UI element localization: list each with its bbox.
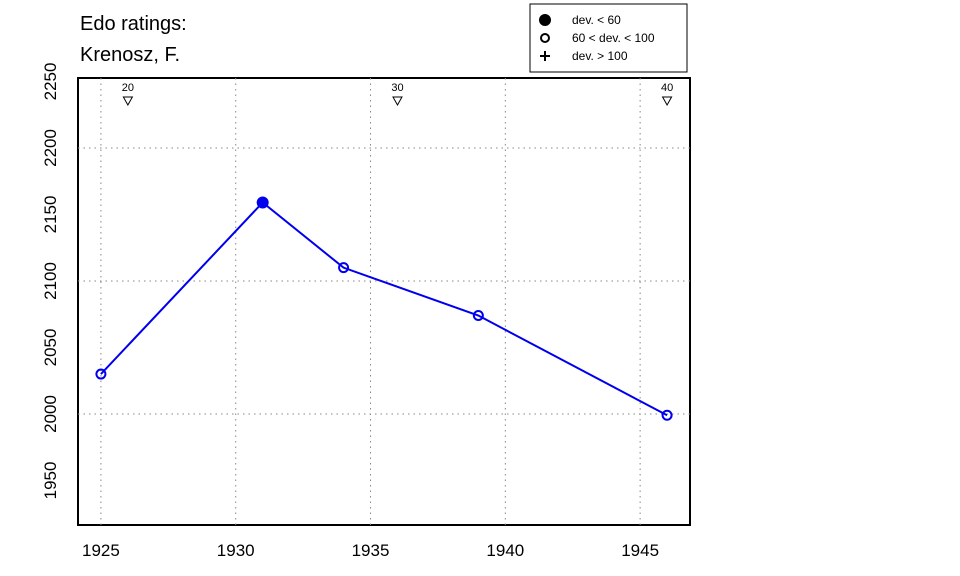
x-tick-label: 1940: [486, 541, 524, 560]
point: [338, 262, 350, 274]
annotation-marker: [122, 96, 134, 107]
point: [472, 310, 484, 322]
annotation-marker: [392, 96, 403, 107]
annotation-label: 20: [122, 82, 134, 94]
x-tick-label: 1925: [82, 541, 120, 560]
annotation-label: 40: [661, 82, 673, 94]
y-tick-label: 1950: [41, 462, 60, 500]
point: [256, 196, 269, 209]
y-tick-label: 2050: [41, 329, 60, 367]
y-tick-label: 2150: [41, 196, 60, 234]
plot-frame: [77, 77, 691, 526]
y-tick-label: 2000: [41, 395, 60, 433]
legend-marker: [540, 51, 550, 61]
annotation-marker: [661, 96, 673, 107]
y-tick-label: 2200: [41, 129, 60, 167]
legend-box: [529, 3, 688, 73]
x-tick-label: 1945: [621, 541, 659, 560]
point: [661, 409, 673, 421]
chart-subtitle: Krenosz, F.: [80, 44, 180, 66]
legend-label: dev. < 60: [572, 13, 621, 27]
y-tick-label: 2100: [41, 262, 60, 300]
legend-marker: [540, 33, 550, 43]
legend-label: dev. > 100: [572, 49, 628, 63]
legend-label: 60 < dev. < 100: [572, 31, 655, 45]
point: [95, 368, 107, 380]
line: [100, 201, 668, 417]
legend: dev. < 60 60 < dev. < 100 dev. > 100: [529, 3, 688, 73]
annotation-label: 30: [391, 82, 403, 94]
y-tick-label: 2250: [41, 63, 60, 101]
x-tick-label: 1935: [352, 541, 390, 560]
legend-marker: [539, 14, 551, 26]
x-tick-label: 1930: [217, 541, 255, 560]
chart-title: Edo ratings:: [80, 13, 187, 35]
